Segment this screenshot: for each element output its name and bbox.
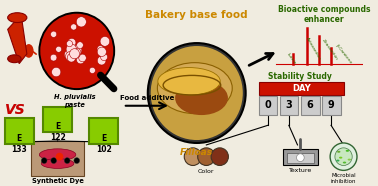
Ellipse shape xyxy=(157,63,232,114)
Circle shape xyxy=(40,14,113,88)
Text: 0: 0 xyxy=(264,100,271,110)
Ellipse shape xyxy=(41,159,74,168)
FancyBboxPatch shape xyxy=(283,149,318,164)
FancyBboxPatch shape xyxy=(31,141,84,176)
Circle shape xyxy=(64,50,73,59)
Text: E
102: E 102 xyxy=(96,134,112,154)
Circle shape xyxy=(76,55,85,64)
Circle shape xyxy=(211,148,228,166)
Text: H. pluvialis
paste: H. pluvialis paste xyxy=(54,94,96,108)
Text: Bioactive compounds
enhancer: Bioactive compounds enhancer xyxy=(278,5,370,24)
FancyBboxPatch shape xyxy=(301,96,319,115)
Circle shape xyxy=(97,46,104,52)
FancyBboxPatch shape xyxy=(287,153,314,163)
Text: 9: 9 xyxy=(328,100,335,110)
Text: Microbial
inhibition: Microbial inhibition xyxy=(331,173,356,184)
Circle shape xyxy=(76,17,86,27)
Ellipse shape xyxy=(158,68,220,95)
Circle shape xyxy=(71,45,82,56)
Ellipse shape xyxy=(339,157,342,159)
Circle shape xyxy=(101,53,108,61)
Circle shape xyxy=(69,48,77,57)
FancyBboxPatch shape xyxy=(43,107,72,132)
Circle shape xyxy=(39,12,115,90)
Circle shape xyxy=(148,43,246,143)
Ellipse shape xyxy=(175,81,228,115)
Ellipse shape xyxy=(343,162,346,163)
Circle shape xyxy=(68,38,76,47)
Circle shape xyxy=(79,54,86,62)
FancyBboxPatch shape xyxy=(5,118,34,144)
Circle shape xyxy=(41,158,47,163)
Text: VS: VS xyxy=(5,103,25,117)
Circle shape xyxy=(70,49,79,59)
Text: Synthetic Dye: Synthetic Dye xyxy=(32,178,84,184)
Circle shape xyxy=(100,36,110,46)
Circle shape xyxy=(66,44,76,54)
Circle shape xyxy=(70,44,76,51)
Circle shape xyxy=(89,67,95,73)
Circle shape xyxy=(51,31,57,37)
Circle shape xyxy=(56,153,64,161)
Text: Stability Study: Stability Study xyxy=(268,73,332,81)
Circle shape xyxy=(330,143,357,170)
Ellipse shape xyxy=(8,13,27,23)
Text: Texture: Texture xyxy=(289,168,312,173)
FancyBboxPatch shape xyxy=(259,96,277,115)
Circle shape xyxy=(74,49,81,56)
Circle shape xyxy=(97,56,106,65)
Circle shape xyxy=(51,158,57,163)
Text: Bakery base food: Bakery base food xyxy=(146,10,248,20)
Polygon shape xyxy=(8,15,27,64)
Circle shape xyxy=(67,41,73,47)
Circle shape xyxy=(50,54,57,61)
FancyBboxPatch shape xyxy=(259,82,344,95)
Text: Zeaxanthin: Zeaxanthin xyxy=(321,38,338,61)
Ellipse shape xyxy=(39,149,76,161)
Text: E
133: E 133 xyxy=(11,134,27,154)
Circle shape xyxy=(335,148,352,166)
Ellipse shape xyxy=(24,44,34,58)
Ellipse shape xyxy=(8,55,21,63)
Circle shape xyxy=(64,158,70,163)
Text: E
122: E 122 xyxy=(50,123,65,142)
Circle shape xyxy=(97,47,106,57)
Circle shape xyxy=(77,42,83,49)
Circle shape xyxy=(296,154,304,162)
Circle shape xyxy=(71,24,77,30)
Ellipse shape xyxy=(336,160,339,162)
Circle shape xyxy=(198,148,215,166)
Circle shape xyxy=(56,46,62,52)
FancyBboxPatch shape xyxy=(322,96,341,115)
FancyBboxPatch shape xyxy=(89,118,118,144)
Text: β-Carotene: β-Carotene xyxy=(334,44,352,65)
Circle shape xyxy=(74,158,80,163)
Text: 3: 3 xyxy=(285,100,292,110)
Text: Color: Color xyxy=(198,169,215,174)
FancyBboxPatch shape xyxy=(280,96,299,115)
Ellipse shape xyxy=(337,151,341,153)
Text: VS: VS xyxy=(5,103,26,117)
Text: DAY: DAY xyxy=(292,84,311,93)
Ellipse shape xyxy=(348,159,351,161)
Circle shape xyxy=(70,45,76,51)
Text: Filloas: Filloas xyxy=(180,148,213,157)
Circle shape xyxy=(65,51,75,61)
Text: Lutein: Lutein xyxy=(286,53,297,66)
Circle shape xyxy=(184,148,201,166)
Ellipse shape xyxy=(346,150,349,152)
Circle shape xyxy=(71,49,80,58)
Text: 6: 6 xyxy=(307,100,313,110)
Circle shape xyxy=(51,67,61,77)
Circle shape xyxy=(67,54,76,62)
Circle shape xyxy=(151,46,243,140)
Text: Food additive: Food additive xyxy=(120,95,174,101)
Text: Astaxanthin: Astaxanthin xyxy=(305,36,322,61)
